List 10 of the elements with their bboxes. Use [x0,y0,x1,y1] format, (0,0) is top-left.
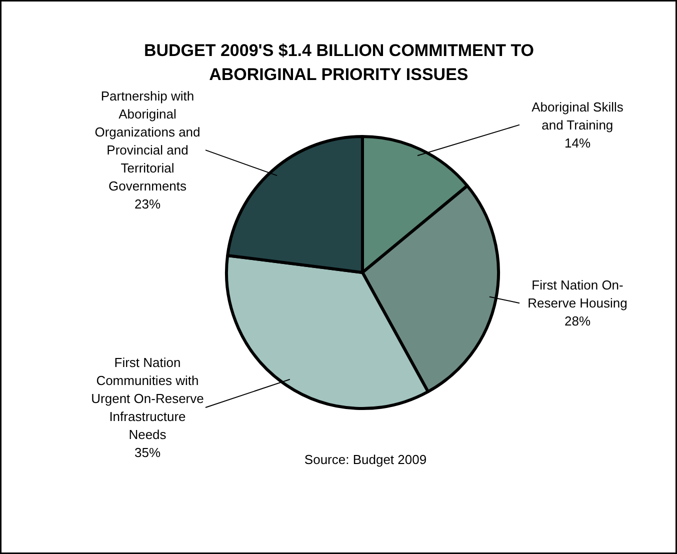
slice-label: First Nation On-Reserve Housing [528,278,628,311]
slice-label: Aboriginal Skills and Training [532,99,624,132]
data-label: 23% [134,196,161,212]
source-note: Source: Budget 2009 [304,452,427,467]
data-label: 35% [134,444,161,460]
data-label: 14% [564,135,591,150]
slice-label: First Nation Communities with Urgent On-Reserve Infrastructure Needs [91,354,204,442]
data-label: 28% [564,314,591,329]
slice-label: Partnership with Aboriginal Organizations and Provincial and Territorial Governments [94,88,200,194]
chart-title: BUDGET 2009'S $1.4 BILLION COMMITMENT TO ABORIGINAL PRIORITY ISSUES [144,41,534,84]
